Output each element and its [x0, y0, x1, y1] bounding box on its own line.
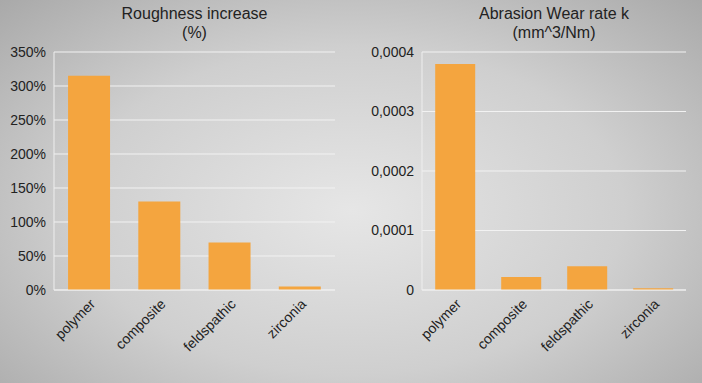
svg-text:composite: composite [112, 296, 169, 353]
svg-text:0,0004: 0,0004 [371, 44, 414, 60]
svg-text:0,0001: 0,0001 [371, 222, 414, 238]
svg-text:0,0002: 0,0002 [371, 163, 414, 179]
svg-text:polymer: polymer [52, 296, 99, 343]
svg-text:feldspathic: feldspathic [538, 296, 597, 355]
html-text:Abrasion Wear rate k (mm^3/Nm): Abrasion Wear rate k (mm^3/Nm) [479, 5, 629, 41]
html-text:Roughness increase (%): Roughness increase (%) [121, 5, 268, 41]
svg-text:300%: 300% [10, 78, 46, 94]
svg-text:feldspathic: feldspathic [180, 296, 239, 355]
svg-text:350%: 350% [10, 44, 46, 60]
svg-text:250%: 250% [10, 112, 46, 128]
svg-text:50%: 50% [18, 248, 46, 264]
svg-text:zirconia: zirconia [264, 296, 310, 342]
svg-text:0,0003: 0,0003 [371, 103, 414, 119]
svg-text:polymer: polymer [418, 296, 465, 343]
svg-text:composite: composite [474, 296, 531, 353]
svg-text:150%: 150% [10, 180, 46, 196]
svg-text:zirconia: zirconia [617, 296, 663, 342]
svg-text:200%: 200% [10, 146, 46, 162]
svg-text:0%: 0% [26, 282, 46, 298]
svg-text:100%: 100% [10, 214, 46, 230]
svg-text:0: 0 [406, 282, 414, 298]
